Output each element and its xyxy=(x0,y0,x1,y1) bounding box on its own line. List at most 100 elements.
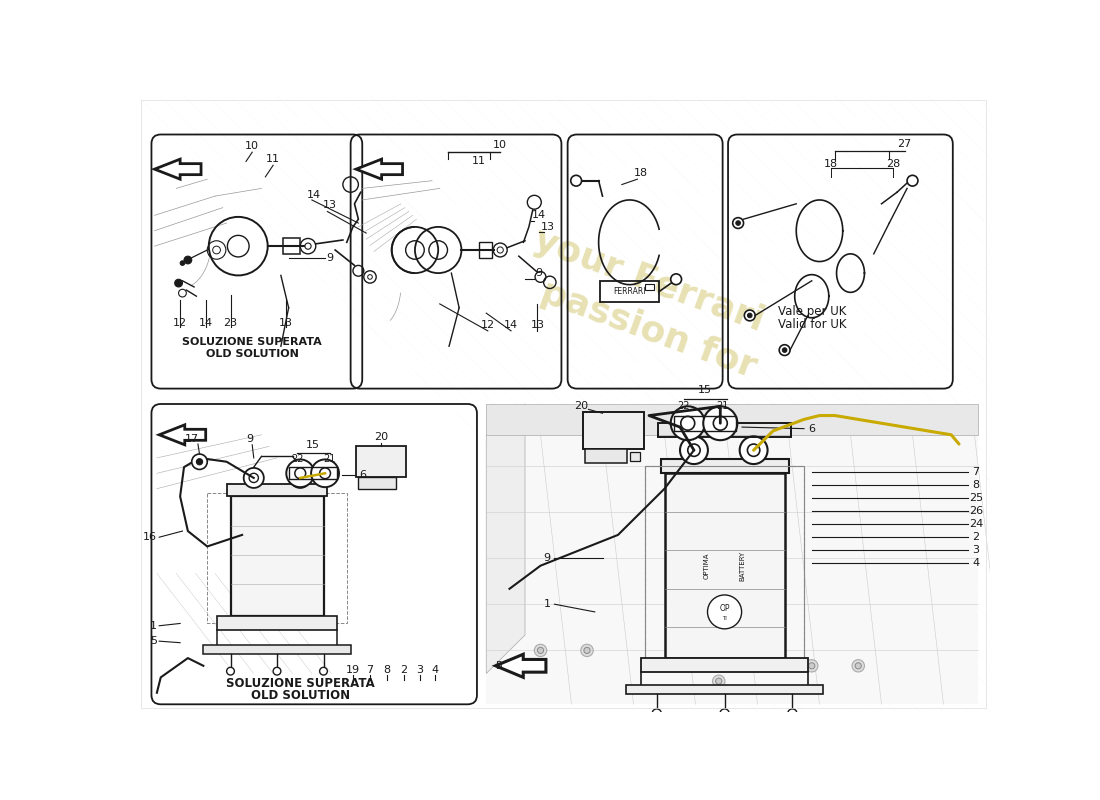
Text: 7: 7 xyxy=(366,665,374,674)
Bar xyxy=(601,281,659,302)
Text: 12: 12 xyxy=(481,321,495,330)
Circle shape xyxy=(290,468,310,488)
Circle shape xyxy=(713,416,727,430)
Text: 14: 14 xyxy=(307,190,321,199)
Text: 8: 8 xyxy=(384,665,390,674)
Polygon shape xyxy=(356,159,403,179)
Bar xyxy=(661,459,789,474)
Circle shape xyxy=(713,675,725,687)
Bar xyxy=(228,484,327,496)
Text: 7: 7 xyxy=(972,466,980,477)
Circle shape xyxy=(855,662,861,669)
Polygon shape xyxy=(495,654,546,678)
Circle shape xyxy=(249,474,258,482)
Circle shape xyxy=(739,436,768,464)
Text: 15: 15 xyxy=(697,385,712,395)
Circle shape xyxy=(745,310,756,321)
Text: OPTIMA: OPTIMA xyxy=(704,553,710,579)
Bar xyxy=(645,466,804,662)
Circle shape xyxy=(671,406,705,440)
Circle shape xyxy=(197,458,202,465)
Circle shape xyxy=(716,678,722,684)
Bar xyxy=(674,415,736,431)
Text: 20: 20 xyxy=(374,432,388,442)
Text: 11: 11 xyxy=(266,154,280,164)
Polygon shape xyxy=(160,425,206,445)
Text: 10: 10 xyxy=(245,141,260,151)
Bar xyxy=(583,412,643,449)
Circle shape xyxy=(584,647,590,654)
Text: 8: 8 xyxy=(972,480,980,490)
Bar xyxy=(217,616,338,630)
Bar xyxy=(231,496,323,616)
Text: 24: 24 xyxy=(969,519,983,529)
Text: 13: 13 xyxy=(530,321,544,330)
Text: 18: 18 xyxy=(824,158,838,169)
Circle shape xyxy=(747,444,760,456)
Circle shape xyxy=(581,644,593,657)
Text: 25: 25 xyxy=(969,493,983,503)
Text: 27: 27 xyxy=(898,138,912,149)
Bar xyxy=(358,477,396,490)
Polygon shape xyxy=(486,435,978,704)
Text: 22: 22 xyxy=(290,454,304,465)
Bar xyxy=(204,645,351,654)
Text: SOLUZIONE SUPERATA: SOLUZIONE SUPERATA xyxy=(183,338,322,347)
Text: 6: 6 xyxy=(359,470,365,480)
Text: passion for: passion for xyxy=(537,275,761,385)
Circle shape xyxy=(703,406,737,440)
Text: 9: 9 xyxy=(246,434,253,444)
Circle shape xyxy=(538,647,543,654)
Circle shape xyxy=(707,595,741,629)
Text: 13: 13 xyxy=(279,318,294,328)
Text: 3: 3 xyxy=(416,665,424,674)
Circle shape xyxy=(719,709,729,718)
Text: 2: 2 xyxy=(400,665,408,674)
Circle shape xyxy=(296,474,305,482)
Bar xyxy=(283,238,300,254)
Circle shape xyxy=(535,644,547,657)
Text: 10: 10 xyxy=(493,139,507,150)
Circle shape xyxy=(671,274,682,285)
Text: 16: 16 xyxy=(143,532,157,542)
Text: 5: 5 xyxy=(150,636,157,646)
Text: 18: 18 xyxy=(635,168,648,178)
Circle shape xyxy=(178,290,186,297)
Text: 6: 6 xyxy=(808,424,815,434)
Circle shape xyxy=(747,313,752,318)
Circle shape xyxy=(175,279,183,287)
Circle shape xyxy=(908,175,917,186)
Circle shape xyxy=(191,454,207,470)
Text: 21: 21 xyxy=(323,454,336,465)
Text: TI: TI xyxy=(722,615,727,621)
Text: BATTERY: BATTERY xyxy=(739,550,746,581)
Circle shape xyxy=(571,175,582,186)
Bar xyxy=(645,466,804,662)
Circle shape xyxy=(688,444,701,456)
Text: 2: 2 xyxy=(972,532,980,542)
Circle shape xyxy=(808,662,815,669)
Text: 21: 21 xyxy=(716,402,729,411)
Text: 9: 9 xyxy=(326,253,333,262)
Text: 26: 26 xyxy=(969,506,983,516)
Text: 14: 14 xyxy=(504,321,518,330)
Circle shape xyxy=(652,709,661,718)
Bar xyxy=(664,474,784,658)
Circle shape xyxy=(782,348,786,353)
Text: Vale per UK: Vale per UK xyxy=(778,305,846,318)
Bar xyxy=(207,493,346,623)
Circle shape xyxy=(852,660,865,672)
Text: 15: 15 xyxy=(306,440,320,450)
Bar xyxy=(289,467,338,479)
Polygon shape xyxy=(154,159,201,179)
Polygon shape xyxy=(486,404,525,674)
Circle shape xyxy=(680,436,708,464)
Text: 19: 19 xyxy=(345,665,360,674)
Bar xyxy=(585,449,627,462)
Circle shape xyxy=(320,468,330,478)
Polygon shape xyxy=(486,404,978,435)
Circle shape xyxy=(805,660,818,672)
Text: 1: 1 xyxy=(150,621,157,630)
Text: 3: 3 xyxy=(972,546,980,555)
Text: 28: 28 xyxy=(886,158,900,169)
